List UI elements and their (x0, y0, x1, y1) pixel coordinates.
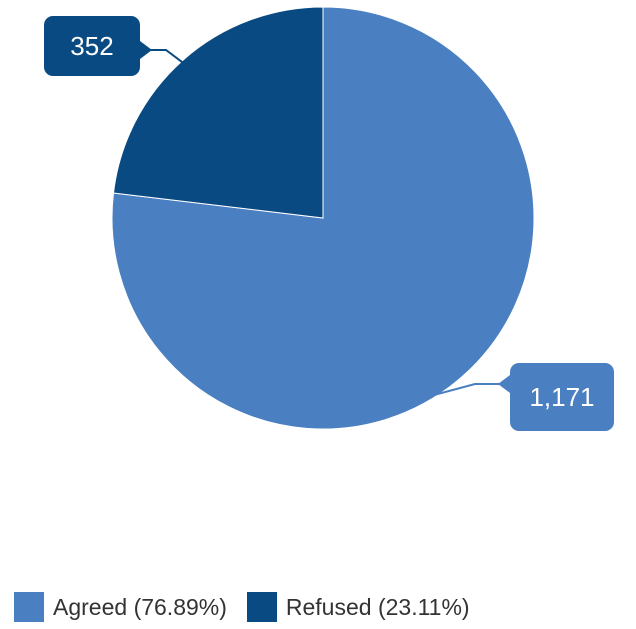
value-label-box-refused (44, 16, 140, 76)
value-label-box-agreed (510, 363, 614, 431)
value-label-pointer-refused (140, 41, 152, 59)
pie-value-labels: 1,171 352 (44, 16, 614, 431)
value-label-agreed: 1,171 (352, 363, 614, 431)
legend: Agreed (76.89%) Refused (23.11%) (14, 592, 490, 622)
legend-label-refused: Refused (285, 593, 372, 620)
pie-slice-refused[interactable] (112, 6, 324, 219)
value-label-pointer-agreed (498, 375, 510, 393)
legend-percent-refused: (23.11%) (377, 593, 470, 620)
pie-slices (111, 6, 535, 430)
legend-label-agreed: Agreed (53, 593, 128, 620)
pie-slice-agreed[interactable] (111, 6, 535, 430)
value-label-refused: 352 (44, 16, 191, 76)
value-label-text-agreed: 1,171 (529, 382, 594, 412)
legend-swatch-refused (246, 592, 277, 622)
legend-item-refused[interactable]: Refused (23.11%) (246, 592, 470, 622)
legend-item-agreed[interactable]: Agreed (76.89%) (14, 592, 227, 622)
legend-swatch-agreed (14, 592, 44, 622)
value-label-text-refused: 352 (70, 31, 113, 61)
legend-percent-agreed: (76.89%) (133, 593, 227, 620)
